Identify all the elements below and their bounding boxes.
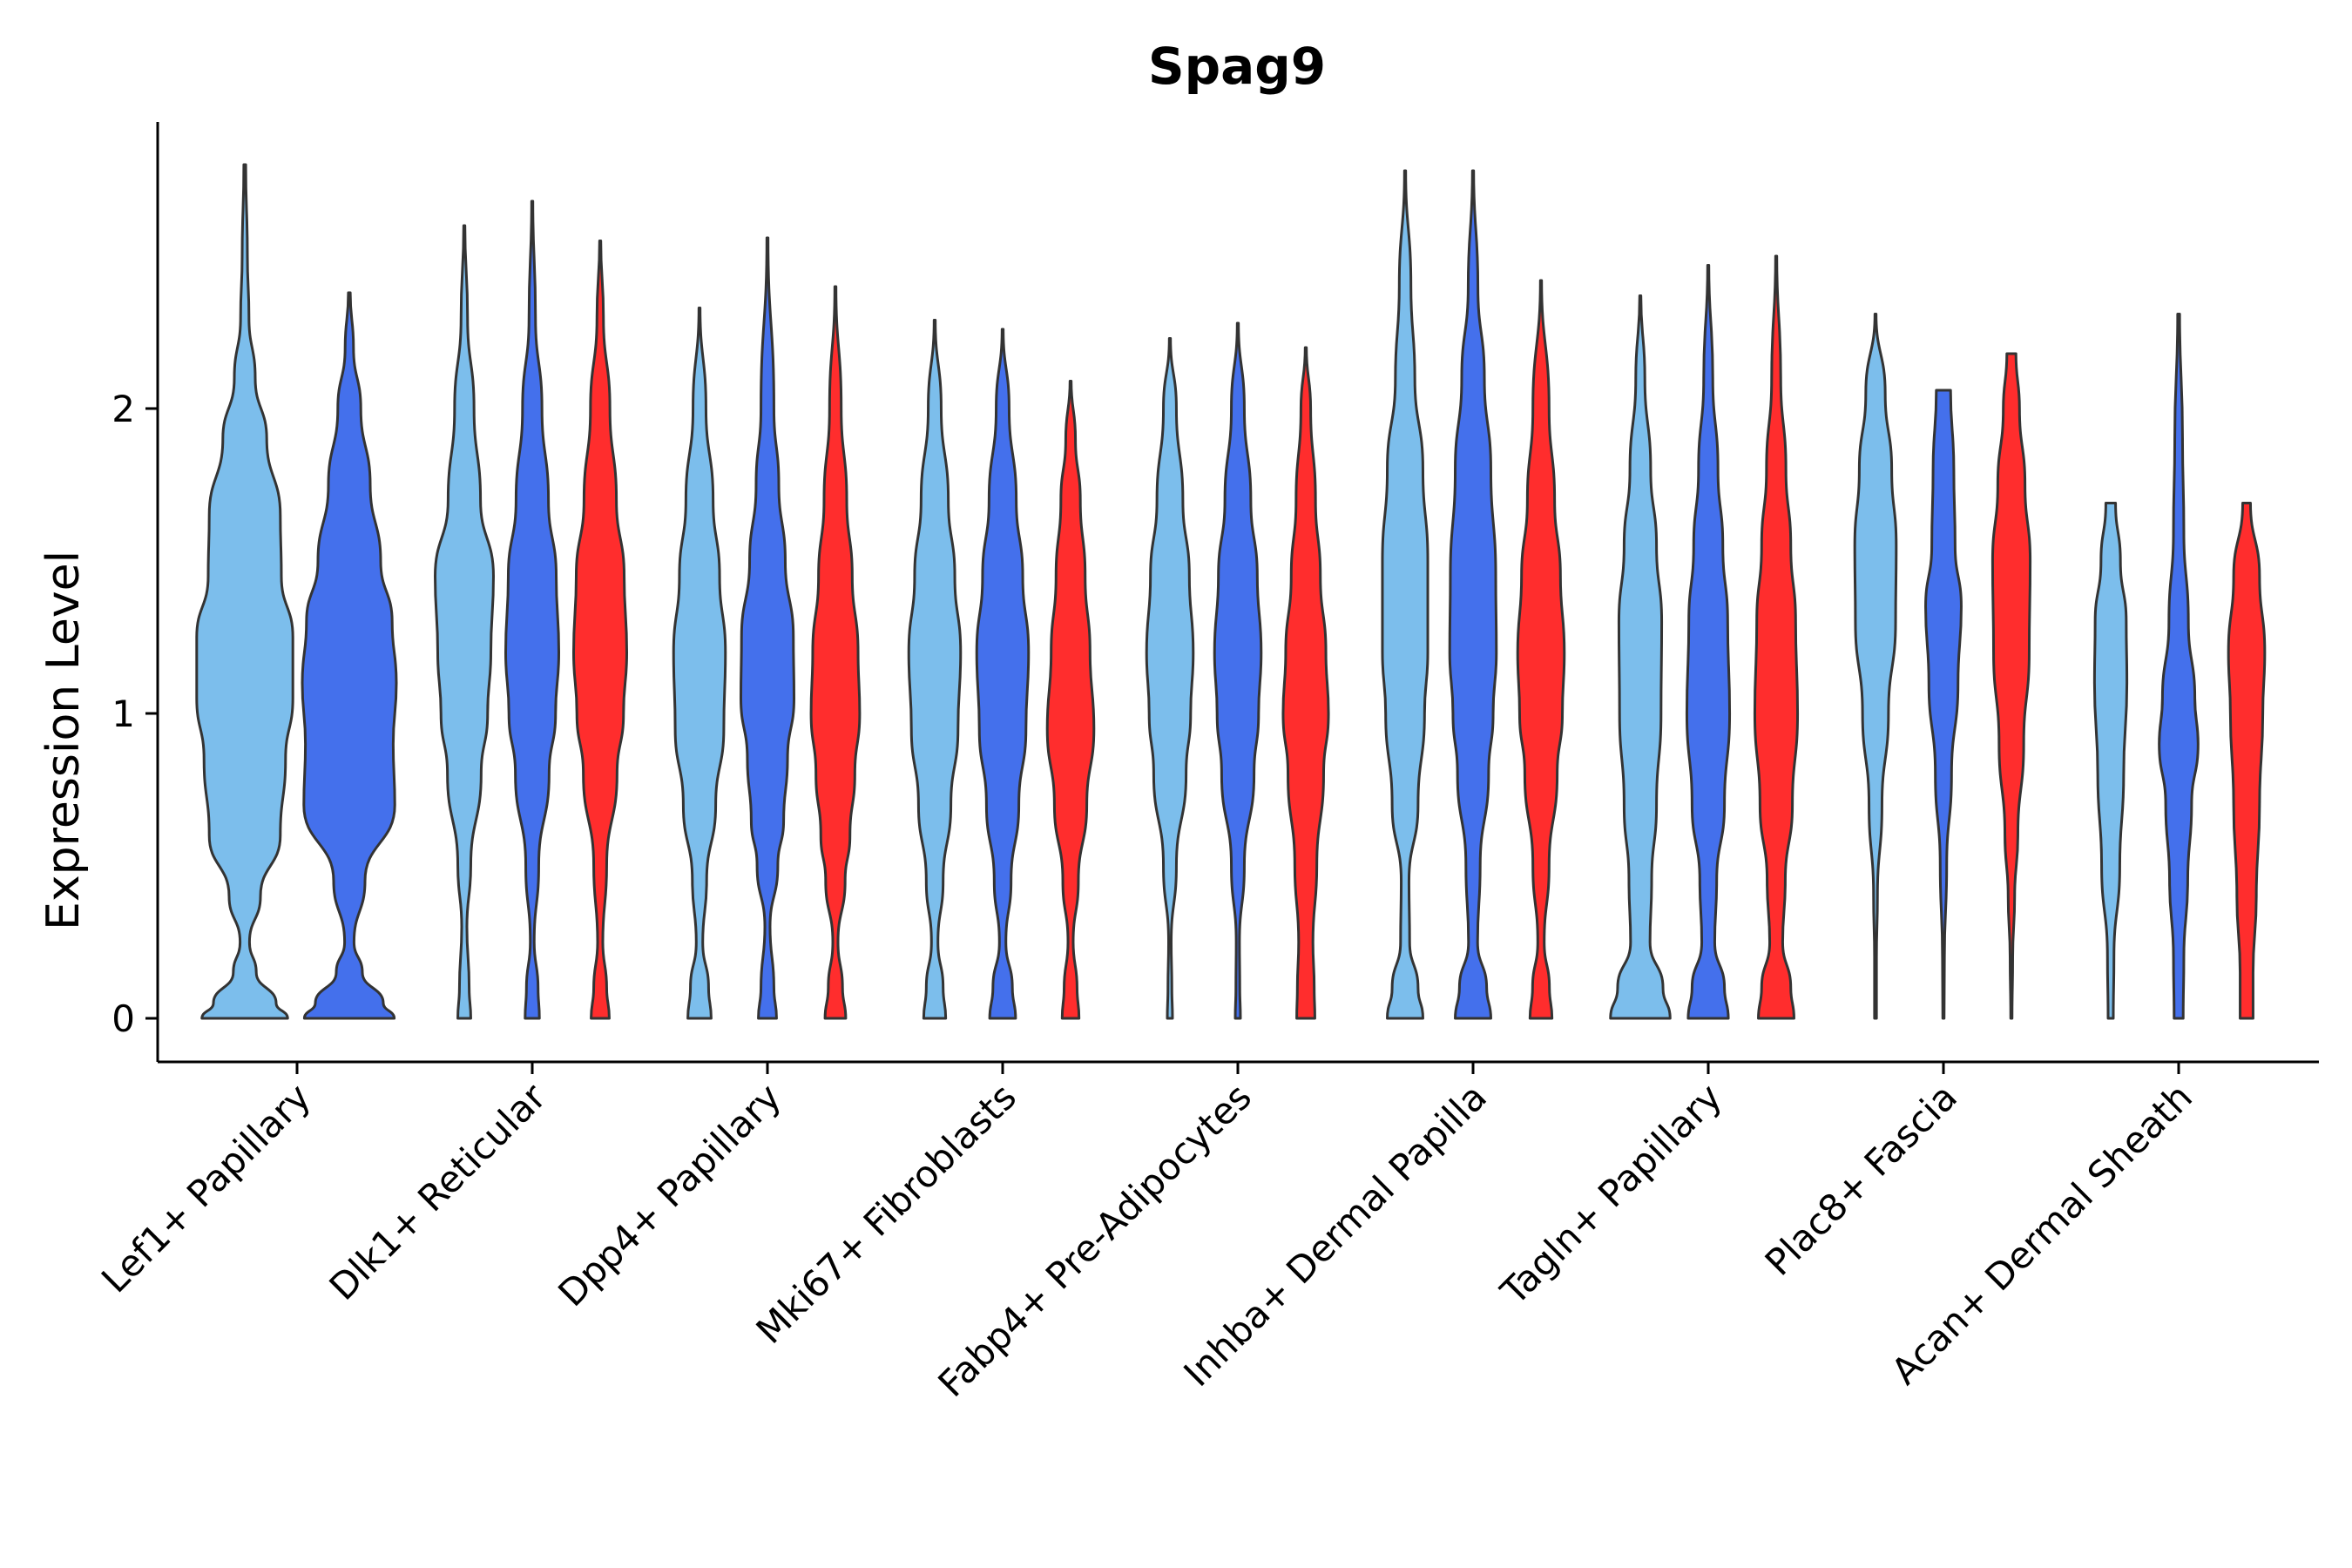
y-tick-label: 0 bbox=[112, 997, 135, 1040]
violin-light bbox=[195, 163, 294, 1020]
violin-light bbox=[1145, 337, 1195, 1020]
violin-red bbox=[571, 240, 629, 1020]
violin-blue bbox=[975, 328, 1031, 1020]
violin-blue bbox=[1685, 264, 1732, 1020]
violin-blue bbox=[739, 236, 796, 1020]
violin-red bbox=[1045, 380, 1096, 1020]
violin-light bbox=[907, 319, 963, 1020]
x-tick-label: Dlk1+ Reticular bbox=[321, 1075, 555, 1308]
violin-light bbox=[2092, 502, 2129, 1020]
violins-layer bbox=[195, 163, 2267, 1020]
x-tick-label: Tagln+ Papillary bbox=[1492, 1075, 1730, 1313]
violin-blue bbox=[504, 199, 561, 1020]
violin-red bbox=[1753, 254, 1800, 1020]
violin-light bbox=[672, 307, 727, 1020]
violin-blue bbox=[1924, 389, 1963, 1020]
violin-red bbox=[1516, 279, 1566, 1020]
y-tick-label: 2 bbox=[112, 388, 135, 430]
y-tick-label: 1 bbox=[112, 693, 135, 735]
violin-red bbox=[809, 285, 862, 1020]
violin-light bbox=[1381, 169, 1429, 1020]
violin-red bbox=[2227, 502, 2267, 1020]
x-tick-label: Lef1+ Papillary bbox=[93, 1075, 319, 1301]
violin-blue bbox=[301, 291, 398, 1020]
violin-red bbox=[1990, 352, 2032, 1020]
violin-red bbox=[1281, 346, 1330, 1020]
chart-title: Spag9 bbox=[1148, 37, 1326, 96]
violin-blue bbox=[1448, 169, 1498, 1020]
violin-blue bbox=[2158, 313, 2200, 1020]
x-tick-label: Dpp4+ Papillary bbox=[550, 1075, 789, 1315]
violin-blue bbox=[1213, 321, 1263, 1020]
violin-light bbox=[1853, 313, 1898, 1020]
violin-light bbox=[1609, 294, 1672, 1020]
x-tick-label: Mki67+ Fibroblasts bbox=[748, 1075, 1024, 1351]
x-tick-label: Plac8+ Fascia bbox=[1757, 1075, 1965, 1283]
y-ticks-layer: 0 1 2 bbox=[112, 388, 158, 1040]
y-axis-label: Expression Level bbox=[37, 551, 90, 930]
violin-light bbox=[434, 224, 495, 1020]
